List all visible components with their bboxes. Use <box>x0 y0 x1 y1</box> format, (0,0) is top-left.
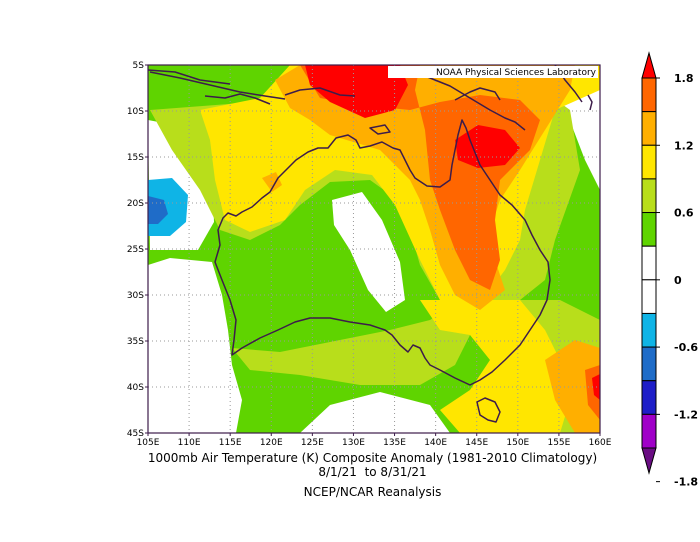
colorbar-swatch <box>641 144 657 180</box>
lat-label: 40S <box>127 383 144 393</box>
papua-coastline <box>454 87 501 101</box>
lon-label: 125E <box>301 438 324 448</box>
lon-label: 155E <box>547 438 570 448</box>
field-0.9-1.2-east <box>420 300 570 433</box>
field-near-zero-south <box>300 392 450 433</box>
colorbar-label: -1.2 <box>674 408 698 421</box>
vanuatu-coastline <box>587 94 593 111</box>
colorbar-label: 0.6 <box>674 207 694 220</box>
lat-label: 20S <box>127 199 144 209</box>
lat-label: 45S <box>127 429 144 439</box>
java-coastline <box>148 69 231 85</box>
indonesia-coastline-1 <box>149 71 286 100</box>
lat-label: 35S <box>127 337 144 347</box>
colorbar-labels: 1.8 1.2 0.6 0 -0.6 -1.2 -1.8 <box>656 72 698 489</box>
lon-label: 150E <box>506 438 529 448</box>
caption-source: NCEP/NCAR Reanalysis <box>303 485 442 499</box>
credit-box <box>388 66 598 78</box>
colorbar-label: -0.6 <box>674 341 698 354</box>
colorbar-swatch <box>641 380 657 415</box>
lat-label: 25S <box>127 245 144 255</box>
colorbar-cap-top <box>641 51 657 79</box>
colorbar-swatch <box>641 279 657 314</box>
colorbar-swatch <box>641 312 657 348</box>
colorbar <box>641 51 657 475</box>
lon-label: 135E <box>383 438 406 448</box>
australia-coastline <box>214 119 551 386</box>
caption-dates: 8/1/21 to 8/31/21 <box>318 465 427 479</box>
lon-label: 105E <box>137 438 160 448</box>
lon-label: 160E <box>589 438 612 448</box>
lat-label: 10S <box>127 107 144 117</box>
colorbar-swatch <box>641 111 657 146</box>
credit-label: NOAA Physical Sciences Laboratory <box>436 68 597 78</box>
indonesia-coastline-2 <box>284 87 356 97</box>
anomaly-fields <box>148 65 600 433</box>
gridlines <box>148 65 600 433</box>
colorbar-label: 1.8 <box>674 72 694 85</box>
colorbar-label: 0 <box>674 274 682 287</box>
latitude-labels: 5S 10S 15S 20S 25S 30S 35S 40S 45S <box>127 61 148 439</box>
lon-label: 145E <box>465 438 488 448</box>
colorbar-swatch <box>641 212 657 247</box>
lon-label: 120E <box>260 438 283 448</box>
field-1.2-1.5-patch <box>262 172 282 192</box>
sunda-coastline <box>204 93 271 105</box>
lon-label: 115E <box>219 438 242 448</box>
field-0.6-0.9-south <box>232 300 470 385</box>
colorbar-cap-bottom <box>641 447 657 475</box>
colorbar-swatch <box>641 346 657 382</box>
caption-title: 1000mb Air Temperature (K) Composite Ano… <box>147 451 598 465</box>
colorbar-label: -1.8 <box>674 476 698 489</box>
lon-label: 140E <box>424 438 447 448</box>
lon-label: 130E <box>342 438 365 448</box>
colorbar-swatch <box>641 245 657 281</box>
field-near-zero-west <box>148 258 242 433</box>
field-1.5-1.8 <box>300 65 540 290</box>
field-near-zero-interior <box>332 192 405 312</box>
lat-label: 15S <box>127 153 144 163</box>
colorbar-swatch <box>641 178 657 214</box>
new-guinea-coastline <box>409 69 526 131</box>
tasmania-coastline <box>476 397 501 423</box>
colorbar-swatch <box>641 413 657 449</box>
lon-label: 110E <box>178 438 201 448</box>
field-above-1.8-queensland <box>455 125 520 168</box>
colorbar-label: 1.2 <box>674 139 694 152</box>
lat-label: 30S <box>127 291 144 301</box>
lat-label: 5S <box>133 61 145 71</box>
longitude-labels: 105E 110E 115E 120E 125E 130E 135E 140E 145E 150E… <box>137 433 612 448</box>
field-above-1.8-north <box>305 65 408 118</box>
island-tiwi-coastline <box>369 124 391 135</box>
colorbar-swatch <box>641 77 657 113</box>
